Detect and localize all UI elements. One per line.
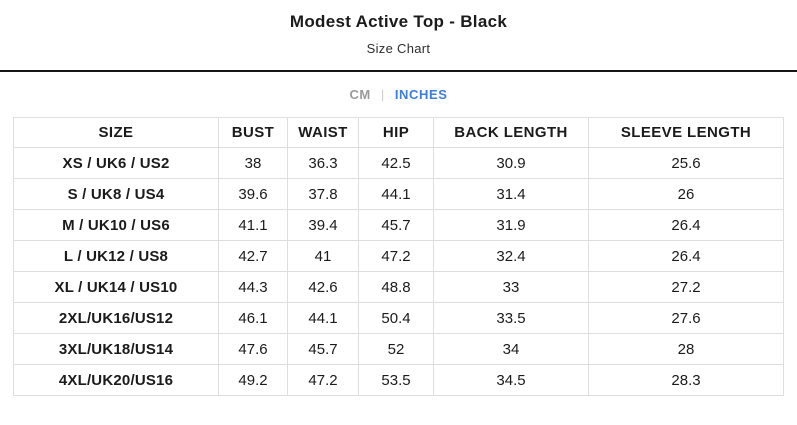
bust-value: 41.1: [218, 209, 288, 241]
unit-option-inches[interactable]: INCHES: [394, 87, 448, 102]
page-subtitle: Size Chart: [366, 41, 431, 56]
back-length-value: 33: [433, 271, 589, 303]
column-header-waist: WAIST: [287, 117, 359, 148]
size-chart-page: Modest Active Top - Black Size Chart CM …: [0, 12, 797, 425]
back-length-value: 34.5: [433, 364, 589, 396]
waist-value: 47.2: [287, 364, 359, 396]
table-row: 3XL/UK18/US14 47.6 45.7 52 34 28: [13, 333, 784, 365]
back-length-value: 33.5: [433, 302, 589, 334]
bust-value: 47.6: [218, 333, 288, 365]
back-length-value: 31.9: [433, 209, 589, 241]
unit-toggle: CM | INCHES: [0, 87, 797, 103]
sleeve-length-value: 28: [588, 333, 784, 365]
hip-value: 52: [358, 333, 434, 365]
size-label: 2XL/UK16/US12: [13, 302, 219, 334]
bust-value: 44.3: [218, 271, 288, 303]
waist-value: 45.7: [287, 333, 359, 365]
hip-value: 44.1: [358, 178, 434, 210]
sleeve-length-value: 28.3: [588, 364, 784, 396]
size-label: 4XL/UK20/US16: [13, 364, 219, 396]
bust-value: 38: [218, 147, 288, 179]
table-row: L / UK12 / US8 42.7 41 47.2 32.4 26.4: [13, 240, 784, 272]
size-label: M / UK10 / US6: [13, 209, 219, 241]
column-header-sleeve-length: SLEEVE LENGTH: [588, 117, 784, 148]
size-label: XS / UK6 / US2: [13, 147, 219, 179]
sleeve-length-value: 26.4: [588, 209, 784, 241]
waist-value: 41: [287, 240, 359, 272]
bust-value: 42.7: [218, 240, 288, 272]
sleeve-length-value: 27.2: [588, 271, 784, 303]
waist-value: 36.3: [287, 147, 359, 179]
sleeve-length-value: 26: [588, 178, 784, 210]
table-row: 2XL/UK16/US12 46.1 44.1 50.4 33.5 27.6: [13, 302, 784, 334]
back-length-value: 30.9: [433, 147, 589, 179]
waist-value: 44.1: [287, 302, 359, 334]
waist-value: 37.8: [287, 178, 359, 210]
hip-value: 50.4: [358, 302, 434, 334]
unit-toggle-separator: |: [380, 87, 385, 102]
hip-value: 48.8: [358, 271, 434, 303]
sleeve-length-value: 26.4: [588, 240, 784, 272]
bust-value: 49.2: [218, 364, 288, 396]
header-divider: [0, 70, 797, 72]
table-row: S / UK8 / US4 39.6 37.8 44.1 31.4 26: [13, 178, 784, 210]
table-row: M / UK10 / US6 41.1 39.4 45.7 31.9 26.4: [13, 209, 784, 241]
unit-option-cm[interactable]: CM: [349, 87, 371, 102]
column-header-bust: BUST: [218, 117, 288, 148]
sleeve-length-value: 27.6: [588, 302, 784, 334]
size-chart-table: SIZE BUST WAIST HIP BACK LENGTH SLEEVE L…: [13, 117, 784, 396]
table-row: XL / UK14 / US10 44.3 42.6 48.8 33 27.2: [13, 271, 784, 303]
page-title: Modest Active Top - Black: [289, 12, 508, 31]
column-header-size: SIZE: [13, 117, 219, 148]
hip-value: 45.7: [358, 209, 434, 241]
column-header-hip: HIP: [358, 117, 434, 148]
back-length-value: 32.4: [433, 240, 589, 272]
hip-value: 53.5: [358, 364, 434, 396]
waist-value: 42.6: [287, 271, 359, 303]
hip-value: 42.5: [358, 147, 434, 179]
table-row: 4XL/UK20/US16 49.2 47.2 53.5 34.5 28.3: [13, 364, 784, 396]
back-length-value: 34: [433, 333, 589, 365]
size-label: L / UK12 / US8: [13, 240, 219, 272]
size-label: 3XL/UK18/US14: [13, 333, 219, 365]
size-label: XL / UK14 / US10: [13, 271, 219, 303]
size-label: S / UK8 / US4: [13, 178, 219, 210]
sleeve-length-value: 25.6: [588, 147, 784, 179]
back-length-value: 31.4: [433, 178, 589, 210]
bust-value: 46.1: [218, 302, 288, 334]
table-header-row: SIZE BUST WAIST HIP BACK LENGTH SLEEVE L…: [13, 117, 784, 148]
bust-value: 39.6: [218, 178, 288, 210]
table-row: XS / UK6 / US2 38 36.3 42.5 30.9 25.6: [13, 147, 784, 179]
waist-value: 39.4: [287, 209, 359, 241]
hip-value: 47.2: [358, 240, 434, 272]
column-header-back-length: BACK LENGTH: [433, 117, 589, 148]
